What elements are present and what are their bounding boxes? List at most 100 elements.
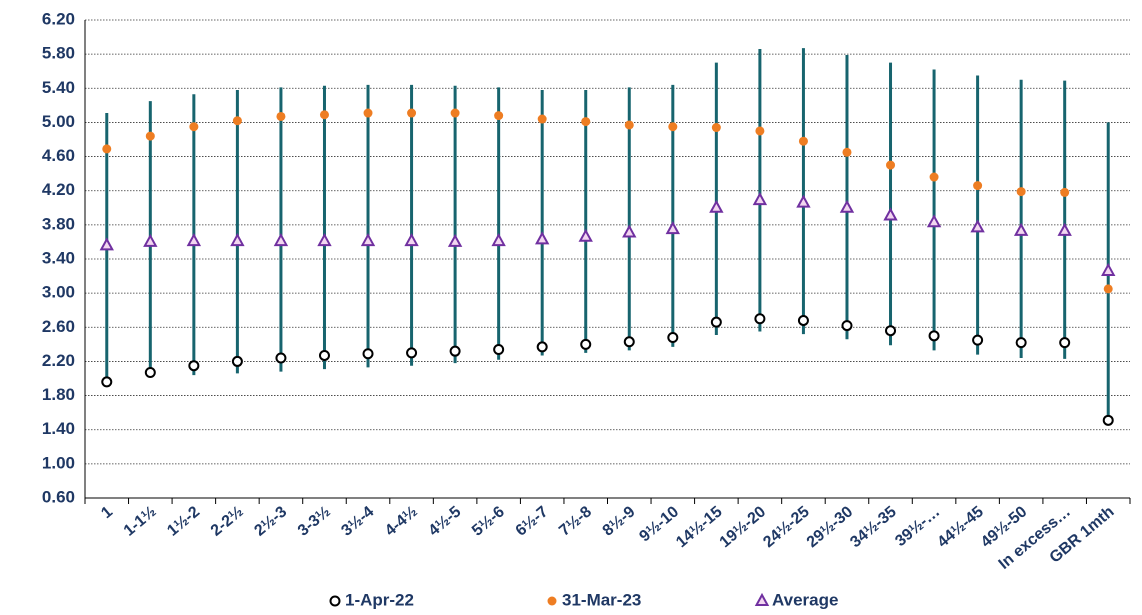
legend-item: 31-Mar-23 — [547, 590, 641, 609]
marker-dot — [407, 108, 417, 118]
marker-circle — [536, 341, 548, 353]
x-tick-label: 14½-15 — [673, 503, 726, 551]
x-tick-label: 8½-9 — [600, 503, 639, 540]
marker-dot — [494, 111, 504, 121]
marker-triangle — [1057, 222, 1072, 236]
marker-dot — [102, 144, 112, 154]
y-tick-label: 4.60 — [42, 146, 75, 165]
x-tick-label: 7½-8 — [556, 503, 595, 540]
legend-label: 1-Apr-22 — [345, 590, 414, 609]
marker-triangle — [578, 228, 593, 242]
marker-circle — [623, 336, 635, 348]
marker-circle — [1102, 414, 1114, 426]
legend-label: 31-Mar-23 — [562, 590, 641, 609]
legend-item: Average — [754, 590, 838, 609]
y-tick-label: 1.40 — [42, 419, 75, 438]
marker-dot — [755, 126, 765, 136]
marker-circle — [797, 314, 809, 326]
marker-circle — [710, 316, 722, 328]
marker-triangle — [926, 214, 942, 228]
y-tick-label: 5.00 — [42, 112, 75, 131]
legend-marker — [754, 592, 770, 606]
marker-circle — [101, 376, 113, 388]
marker-dot — [798, 136, 808, 146]
marker-triangle — [273, 232, 289, 247]
marker-circle — [928, 330, 940, 342]
x-tick-label: 3½-4 — [338, 503, 377, 540]
y-tick-label: 6.20 — [42, 9, 75, 28]
marker-triangle — [622, 224, 637, 238]
y-tick-label: 2.60 — [42, 317, 75, 336]
marker-triangle — [534, 231, 550, 245]
marker-triangle — [752, 192, 768, 206]
marker-circle — [1015, 337, 1027, 349]
marker-triangle — [839, 199, 855, 213]
marker-triangle — [709, 199, 724, 213]
y-tick-label: 0.60 — [42, 487, 75, 506]
x-tick-label: 4-4½ — [382, 503, 421, 539]
x-tick-label: 24½-25 — [760, 503, 813, 551]
x-tick-label: 3-3½ — [295, 503, 334, 539]
marker-triangle — [665, 221, 681, 235]
marker-dot — [929, 172, 939, 182]
x-tick-label: 29½-30 — [804, 503, 857, 551]
legend-item: 1-Apr-22 — [329, 590, 414, 609]
x-tick-label: 2½-3 — [251, 503, 290, 540]
marker-circle — [362, 348, 374, 360]
marker-dot — [145, 131, 155, 141]
marker-dot — [668, 122, 678, 132]
y-tick-label: 5.80 — [42, 44, 75, 63]
marker-dot — [1103, 284, 1113, 294]
legend-marker — [329, 595, 341, 607]
marker-dot — [276, 111, 286, 121]
marker-circle — [493, 343, 505, 355]
marker-circle — [406, 347, 418, 359]
legend-label: Average — [772, 590, 838, 609]
marker-triangle — [230, 232, 245, 247]
x-tick-label: 1-1½ — [121, 503, 160, 539]
marker-triangle — [1101, 262, 1116, 276]
x-tick-label: 5½-6 — [469, 503, 508, 540]
marker-triangle — [404, 232, 419, 247]
marker-triangle — [970, 219, 985, 233]
marker-circle — [754, 313, 766, 325]
y-tick-label: 1.80 — [42, 385, 75, 404]
marker-dot — [711, 123, 721, 133]
marker-triangle — [317, 232, 332, 247]
y-tick-label: 3.40 — [42, 248, 75, 267]
y-tick-label: 3.00 — [42, 283, 75, 302]
marker-dot — [319, 110, 329, 120]
marker-circle — [449, 345, 461, 357]
marker-circle — [188, 360, 200, 372]
marker-circle — [841, 320, 853, 332]
marker-dot — [886, 160, 896, 170]
legend-marker — [547, 596, 557, 606]
marker-dot — [537, 114, 547, 124]
marker-triangle — [186, 232, 202, 247]
marker-triangle — [447, 233, 463, 247]
marker-dot — [1016, 187, 1026, 197]
x-tick-label: 19½-20 — [717, 503, 770, 551]
y-tick-label: 3.80 — [42, 214, 75, 233]
marker-circle — [1059, 337, 1071, 349]
marker-triangle — [99, 237, 114, 251]
marker-dot — [973, 181, 983, 191]
x-tick-label: 4½-5 — [426, 503, 465, 540]
marker-circle — [275, 352, 287, 364]
marker-triangle — [143, 233, 158, 247]
x-tick-label: 1½-2 — [164, 503, 203, 540]
marker-circle — [231, 355, 243, 367]
y-tick-label: 4.20 — [42, 180, 75, 199]
x-tick-label: 34½-35 — [847, 503, 900, 551]
marker-circle — [144, 367, 156, 379]
marker-dot — [189, 122, 199, 132]
marker-triangle — [1013, 222, 1029, 236]
marker-triangle — [796, 194, 811, 208]
marker-dot — [624, 120, 634, 130]
marker-triangle — [360, 232, 376, 247]
marker-dot — [450, 108, 460, 118]
x-tick-label: 6½-7 — [513, 503, 552, 540]
marker-dot — [581, 117, 591, 127]
y-tick-label: 5.40 — [42, 78, 75, 97]
y-tick-label: 1.00 — [42, 453, 75, 472]
